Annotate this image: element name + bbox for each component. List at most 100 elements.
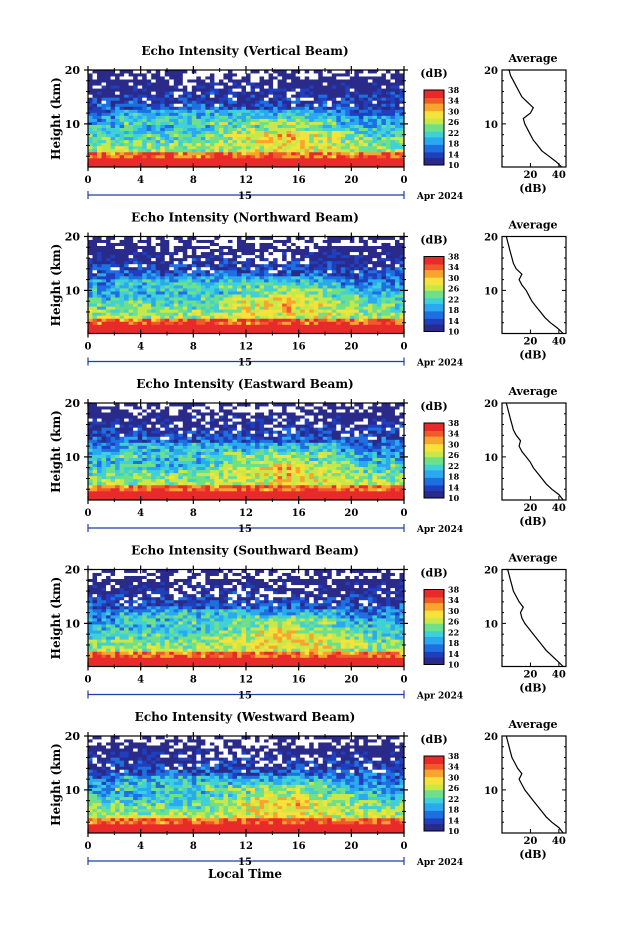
heatmap-cell [376,97,382,101]
heatmap-cell [376,79,382,83]
heatmap-cell [309,281,315,286]
heatmap-cell [88,127,93,132]
heatmap-cell [304,154,310,159]
heatmap-cell [268,103,274,107]
heatmap-cell [250,312,256,316]
heatmap-cell [246,493,251,498]
heatmap-cell [322,324,328,328]
heatmap-cell [277,309,283,313]
heatmap-cell [250,275,256,280]
heatmap-cell [151,121,157,125]
heatmap-cell [92,73,98,77]
heatmap-cell [268,139,274,144]
heatmap-cell [336,133,342,138]
heatmap-cell [345,85,351,89]
heatmap-cell [282,248,288,253]
heatmap-cell [385,91,391,95]
heatmap-cell [358,312,364,316]
heatmap-cell [97,154,102,159]
heatmap-cell [295,85,301,89]
heatmap-cell [187,112,193,116]
heatmap-cell [200,160,206,165]
heatmap-cell [367,294,373,298]
heatmap-cell [209,248,215,253]
heatmap-cell [291,151,297,156]
heatmap-cell [196,266,202,271]
heatmap-cell [169,272,175,277]
heatmap-cell [340,236,346,240]
heatmap-cell [259,254,265,259]
colorbar-tick-label: 38 [448,85,460,95]
heatmap-cell [88,115,93,119]
heatmap-cell [200,260,206,265]
heatmap-cell [119,139,125,144]
heatmap-cell [390,278,396,283]
heatmap-cell [349,91,355,95]
heatmap-cell [209,493,215,498]
heatmap-cell [196,118,202,122]
heatmap-cell [241,490,247,495]
heatmap-cell [277,312,283,316]
heatmap-cell [241,94,247,98]
heatmap-cell [128,151,134,156]
heatmap-cell [146,136,152,141]
heatmap-cell [399,236,405,240]
heatmap-cell [187,145,193,150]
heatmap-cell [173,324,179,328]
heatmap-cell [327,490,333,495]
heatmap-cell [223,118,229,122]
heatmap-cell [214,127,220,132]
heatmap-cell [191,109,197,113]
heatmap-cell [232,288,238,292]
heatmap-cell [146,88,152,92]
heatmap-cell [124,324,130,328]
heatmap-cell [214,106,220,110]
heatmap-cell [372,97,378,101]
heatmap-cell [295,288,301,292]
heatmap-cell [187,281,193,286]
heatmap-cell [340,493,346,498]
heatmap-cell [318,157,324,162]
heatmap-cell [142,106,148,110]
heatmap-cell [160,490,166,495]
heatmap-cell [327,321,333,325]
heatmap-cell [354,263,360,268]
heatmap-cell [227,312,233,316]
heatmap-cell [358,309,364,313]
heatmap-cell [178,248,184,253]
heatmap-cell [214,91,220,95]
heatmap-cell [92,278,98,283]
heatmap-cell [255,312,260,316]
heatmap-cell [232,324,238,328]
heatmap-cell [146,124,152,128]
heatmap-cell [322,288,328,292]
heatmap-cell [191,136,197,141]
heatmap-cell [273,85,278,89]
heatmap-cell [214,285,220,289]
heatmap-cell [304,309,310,313]
heatmap-cell [255,306,260,310]
heatmap-cell [385,70,391,74]
heatmap-cell [399,306,405,310]
heatmap-cell [264,148,269,153]
heatmap-cell [169,303,175,307]
heatmap-cell [327,318,333,322]
heatmap-cell [255,278,260,283]
heatmap-cell [110,115,116,119]
heatmap-cell [214,103,220,107]
heatmap-cell [241,97,247,101]
colorbar-segment [424,277,444,280]
heatmap-cell [106,88,111,92]
heatmap-cell [196,272,202,277]
heatmap-cell [124,73,130,77]
heatmap-cell [345,327,351,331]
heatmap-cell [268,118,274,122]
heatmap-cell [367,94,373,98]
heatmap-cell [345,79,351,83]
heatmap-cell [133,251,139,256]
heatmap-cell [291,85,297,89]
heatmap-cell [367,324,373,328]
heatmap-cell [336,94,342,98]
heatmap-cell [110,106,116,110]
heatmap-cell [246,163,251,168]
